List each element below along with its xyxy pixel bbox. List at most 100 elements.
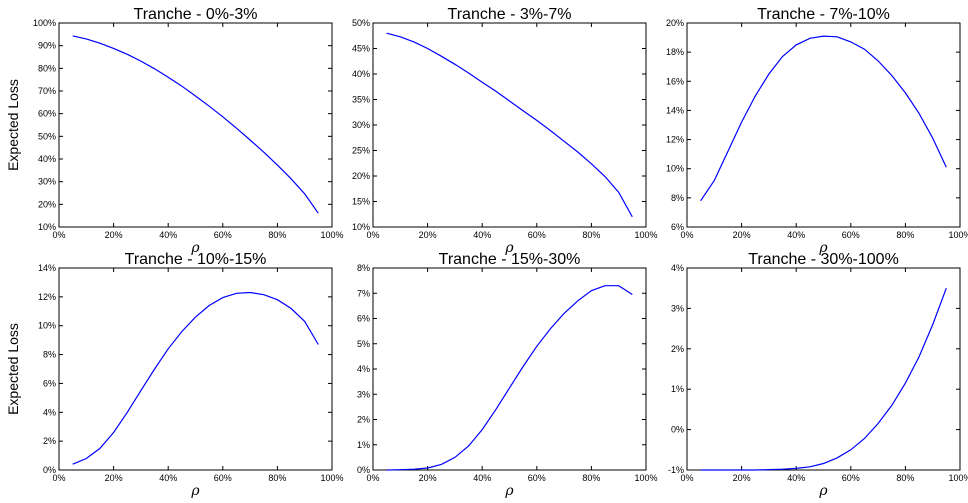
y-tick-label: 6% xyxy=(43,378,56,388)
series-line-1 xyxy=(72,291,319,465)
y-tick-label: 14% xyxy=(666,105,684,115)
y-tick-label: 7% xyxy=(357,288,370,298)
chart-title: Tranche - 30%-100% xyxy=(748,251,899,268)
chart-panel-5: Tranche - 15%-30% 0% 20% 40% 60% 80% 100% 0% 1% 2… xyxy=(357,251,658,499)
y-tick-label: 1% xyxy=(671,384,684,394)
y-tick-label: 8% xyxy=(43,350,56,360)
chart-title: Tranche - 0%-3% xyxy=(134,6,258,23)
chart-panel-6: Tranche - 30%-100%0%20%40%60%80%100%-1%0… xyxy=(668,251,968,499)
x-tick-label: 60% xyxy=(528,230,546,240)
y-tick-label: 30% xyxy=(352,120,370,130)
x-axis-label: ρ xyxy=(190,483,200,499)
x-tick-label: 80% xyxy=(268,473,286,483)
y-tick-label: 30% xyxy=(38,177,56,187)
x-tick-label: 20% xyxy=(105,473,123,483)
x-tick-label: 20% xyxy=(419,230,437,240)
y-tick-label: 18% xyxy=(666,47,684,57)
x-axis-label: ρ xyxy=(504,240,514,256)
x-tick-label: 100% xyxy=(320,473,343,483)
axes-frame xyxy=(58,267,333,471)
x-tick-label: 20% xyxy=(733,230,751,240)
chart-panel-1: Tranche - 0%-3% 0% 20% 40% 60% 80% 100% 10% 20% 3… xyxy=(5,6,344,256)
axes-frame xyxy=(686,22,961,228)
x-tick-label: 60% xyxy=(528,473,546,483)
x-tick-label: 80% xyxy=(896,230,914,240)
x-tick-label: 0% xyxy=(52,230,65,240)
axes-frame xyxy=(372,22,647,228)
y-tick-label: 10% xyxy=(38,321,56,331)
y-tick-label: 10% xyxy=(38,222,56,232)
y-tick-label: 20% xyxy=(352,171,370,181)
y-tick-label: 80% xyxy=(38,63,56,73)
x-tick-label: 40% xyxy=(473,473,491,483)
y-tick-label: 3% xyxy=(357,389,370,399)
x-tick-label: 80% xyxy=(268,230,286,240)
x-tick-label: 40% xyxy=(159,473,177,483)
x-tick-label: 100% xyxy=(634,473,657,483)
y-tick-label: 20% xyxy=(38,199,56,209)
x-tick-label: 40% xyxy=(473,230,491,240)
y-tick-label: 8% xyxy=(357,263,370,273)
x-tick-label: 40% xyxy=(159,230,177,240)
y-tick-label: 70% xyxy=(38,86,56,96)
y-tick-label: 2% xyxy=(43,436,56,446)
y-tick-label: 6% xyxy=(357,314,370,324)
axes-frame xyxy=(686,267,961,471)
x-tick-label: 20% xyxy=(419,473,437,483)
y-tick-label: 8% xyxy=(671,193,684,203)
x-tick-label: 0% xyxy=(680,473,693,483)
y-tick-label: 6% xyxy=(671,222,684,232)
y-tick-label: 15% xyxy=(352,197,370,207)
y-tick-label: 16% xyxy=(666,76,684,86)
y-tick-label: 12% xyxy=(38,292,56,302)
x-tick-label: 60% xyxy=(214,230,232,240)
series-line-1 xyxy=(386,285,633,471)
y-tick-label: 100% xyxy=(33,18,56,28)
x-tick-label: 80% xyxy=(582,473,600,483)
y-tick-label: 60% xyxy=(38,109,56,119)
chart-title: Tranche - 3%-7% xyxy=(448,6,572,23)
x-tick-label: 100% xyxy=(320,230,343,240)
x-axis-label: ρ xyxy=(818,483,828,499)
y-tick-label: 1% xyxy=(357,440,370,450)
y-tick-label: 5% xyxy=(357,339,370,349)
x-tick-label: 0% xyxy=(52,473,65,483)
y-tick-label: 2% xyxy=(357,415,370,425)
x-tick-label: 80% xyxy=(896,473,914,483)
series-line-1 xyxy=(386,32,633,218)
y-tick-label: 90% xyxy=(38,41,56,51)
y-tick-label: -1% xyxy=(668,465,684,475)
y-tick-label: 4% xyxy=(43,407,56,417)
chart-title: Tranche - 10%-15% xyxy=(125,251,267,268)
series-line-1 xyxy=(72,35,319,214)
x-tick-label: 100% xyxy=(948,230,968,240)
y-tick-label: 40% xyxy=(38,154,56,164)
y-axis-label: Expected Loss xyxy=(5,79,21,171)
x-tick-label: 100% xyxy=(634,230,657,240)
chart-title: Tranche - 15%-30% xyxy=(439,251,581,268)
y-tick-label: 25% xyxy=(352,146,370,156)
y-tick-label: 50% xyxy=(352,18,370,28)
y-tick-label: 40% xyxy=(352,69,370,79)
y-tick-label: 0% xyxy=(43,465,56,475)
y-tick-label: 0% xyxy=(357,465,370,475)
axes-frame xyxy=(372,267,647,471)
y-axis-label: Expected Loss xyxy=(5,323,21,415)
y-tick-label: 45% xyxy=(352,44,370,54)
chart-panel-4: Tranche - 10%-15% 0% 20% 40% 60% 80% 100% 0% 2% 4… xyxy=(5,251,344,499)
x-axis-label: ρ xyxy=(190,240,200,256)
series-line-1 xyxy=(700,35,947,202)
chart-panel-2: Tranche - 3%-7% 0% 20% 40% 60% 80% 100% 10% 15% 2… xyxy=(352,6,658,256)
y-tick-label: 4% xyxy=(671,263,684,273)
x-tick-label: 0% xyxy=(366,230,379,240)
x-axis-label: ρ xyxy=(818,240,828,256)
x-tick-label: 60% xyxy=(842,473,860,483)
x-tick-label: 20% xyxy=(733,473,751,483)
axes-frame xyxy=(58,22,333,228)
x-tick-label: 100% xyxy=(948,473,968,483)
y-tick-label: 50% xyxy=(38,131,56,141)
y-tick-label: 14% xyxy=(38,263,56,273)
x-tick-label: 40% xyxy=(787,473,805,483)
series-line-1 xyxy=(700,287,947,471)
y-tick-label: 20% xyxy=(666,18,684,28)
